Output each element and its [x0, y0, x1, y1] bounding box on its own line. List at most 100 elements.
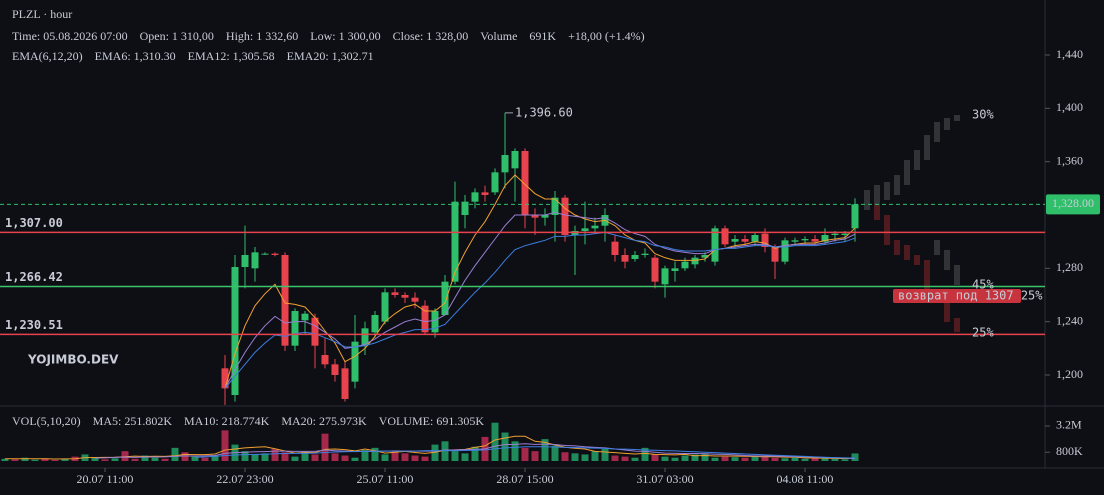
legend-entry: MA20: 275.973K [281, 414, 367, 428]
candle-body [831, 233, 839, 235]
candle-body [221, 368, 229, 389]
volume-bar [261, 453, 269, 461]
volume-bar [201, 457, 209, 461]
volume-bar [281, 452, 289, 461]
volume-bar [401, 453, 409, 461]
info-value: 05.08.2026 07:00 [43, 29, 127, 43]
volume-bar [771, 457, 779, 461]
x-tick-label: 04.08 11:00 [777, 472, 834, 486]
volume-bar [441, 441, 449, 461]
candle-body [461, 201, 469, 215]
volume-bar [11, 459, 19, 461]
candle-body [401, 295, 409, 298]
candle-body [591, 225, 599, 229]
candle-body [731, 239, 739, 242]
volume-bar [111, 458, 119, 461]
x-tick-label: 22.07 23:00 [216, 472, 273, 486]
watermark: YOJIMBO.DEV [27, 353, 119, 367]
volume-bar [731, 457, 739, 461]
candle-body [411, 297, 419, 302]
y-tick-label: 1,400 [1056, 100, 1083, 114]
level-label: 1,230.51 [5, 318, 63, 332]
candle-body [231, 267, 239, 395]
volume-bar [821, 457, 829, 461]
volume-bar [101, 459, 109, 461]
volume-bar [411, 455, 419, 461]
volume-bar [181, 452, 189, 461]
candle-body [491, 172, 499, 193]
volume-bar [461, 453, 469, 461]
candle-body [341, 368, 349, 399]
candle-body [811, 239, 819, 242]
volume-bar [781, 458, 789, 461]
volume-bar [241, 451, 249, 461]
candle-body [681, 261, 689, 269]
candle-body [321, 355, 329, 365]
volume-ma-line [194, 446, 856, 459]
candle-body [581, 228, 589, 231]
volume-bar [491, 422, 499, 461]
volume-bar [851, 453, 859, 461]
volume-bar [351, 457, 359, 461]
candle-body [631, 255, 639, 259]
candle-body [621, 255, 629, 262]
volume-bar [811, 458, 819, 461]
price-pane [221, 112, 859, 405]
volume-bar [161, 458, 169, 461]
volume-bar [791, 457, 799, 461]
volume-bar [611, 455, 619, 461]
volume-bar [61, 459, 69, 461]
info-value: 1 310,00 [172, 29, 214, 43]
y-tick-label: 1,440 [1056, 47, 1083, 61]
info-value: 1 328,00 [426, 29, 468, 43]
candle-body [711, 228, 719, 262]
x-tick-label: 31.07 03:00 [636, 472, 693, 486]
volume-bar [501, 432, 509, 461]
legend-entry: EMA6: 1,310.30 [95, 49, 176, 63]
volume-bar [341, 455, 349, 461]
ema-line [224, 211, 856, 389]
forecast-note-box [893, 289, 1021, 303]
volume-bar [451, 451, 459, 461]
volume-bar [521, 447, 529, 461]
forecast-note: возврат под 1307 25% [898, 289, 1043, 303]
y-tick-label: 800K [1056, 444, 1083, 458]
info-label: High: [226, 29, 253, 43]
volume-bar [761, 456, 769, 461]
x-tick-label: 20.07 11:00 [77, 472, 134, 486]
candle-body [841, 233, 849, 235]
volume-bar [651, 454, 659, 461]
volume-bar [191, 456, 199, 461]
candle-body [241, 255, 249, 267]
level-label: 1,307.00 [5, 216, 63, 230]
volume-bar [581, 454, 589, 461]
volume-bar [251, 454, 259, 461]
candle-body [481, 192, 489, 195]
candle-body [471, 192, 479, 202]
volume-bar [151, 457, 159, 461]
candle-body [541, 215, 549, 218]
info-value: 1 332,60 [256, 29, 298, 43]
legend-entry: MA10: 218.774K [184, 414, 270, 428]
candle-body [781, 240, 789, 262]
level-label: 1,266.42 [5, 270, 63, 284]
volume-bar [41, 458, 49, 461]
high-label: 1,396.60 [515, 105, 573, 119]
volume-bar [641, 447, 649, 461]
candle-body [561, 197, 569, 235]
candle-body [511, 151, 519, 169]
volume-bar [431, 444, 439, 461]
volume-bar [691, 454, 699, 461]
forecast-label: 30% [972, 108, 994, 122]
candle-body [721, 228, 729, 245]
legend-entry: EMA20: 1,302.71 [287, 49, 374, 63]
volume-bar [601, 448, 609, 461]
candle-body [391, 292, 399, 295]
candle-body [281, 255, 289, 346]
volume-bar [801, 458, 809, 461]
volume-bar [31, 459, 39, 461]
volume-bar [741, 457, 749, 461]
y-tick-label: 1,200 [1056, 367, 1083, 381]
